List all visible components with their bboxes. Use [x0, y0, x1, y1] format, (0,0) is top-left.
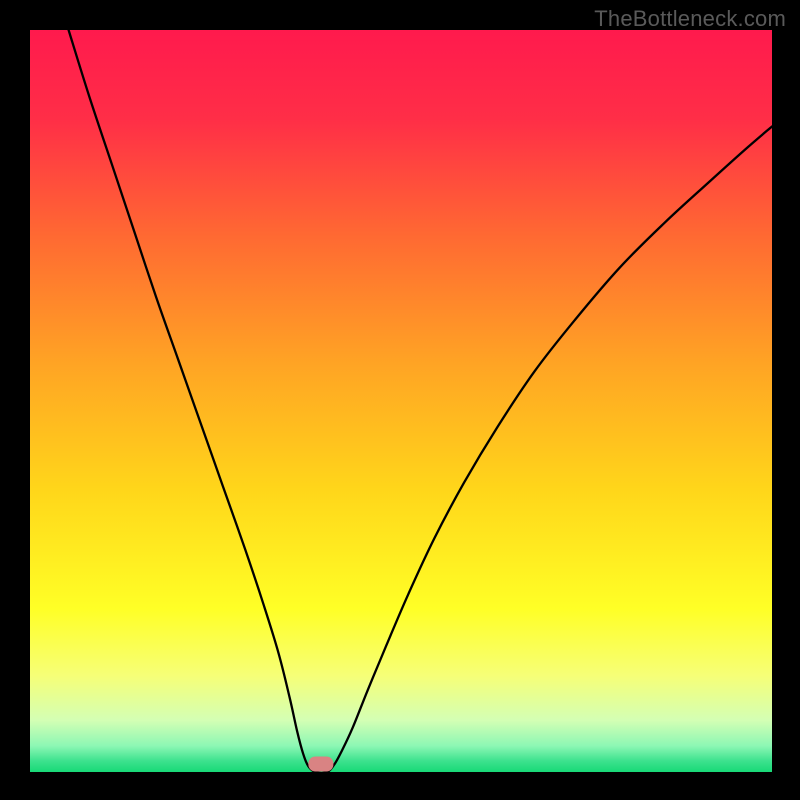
bottleneck-chart [0, 0, 800, 800]
watermark-text: TheBottleneck.com [594, 6, 786, 32]
figure-frame: TheBottleneck.com [0, 0, 800, 800]
plot-gradient-background [30, 30, 772, 772]
minimum-marker [308, 757, 333, 772]
